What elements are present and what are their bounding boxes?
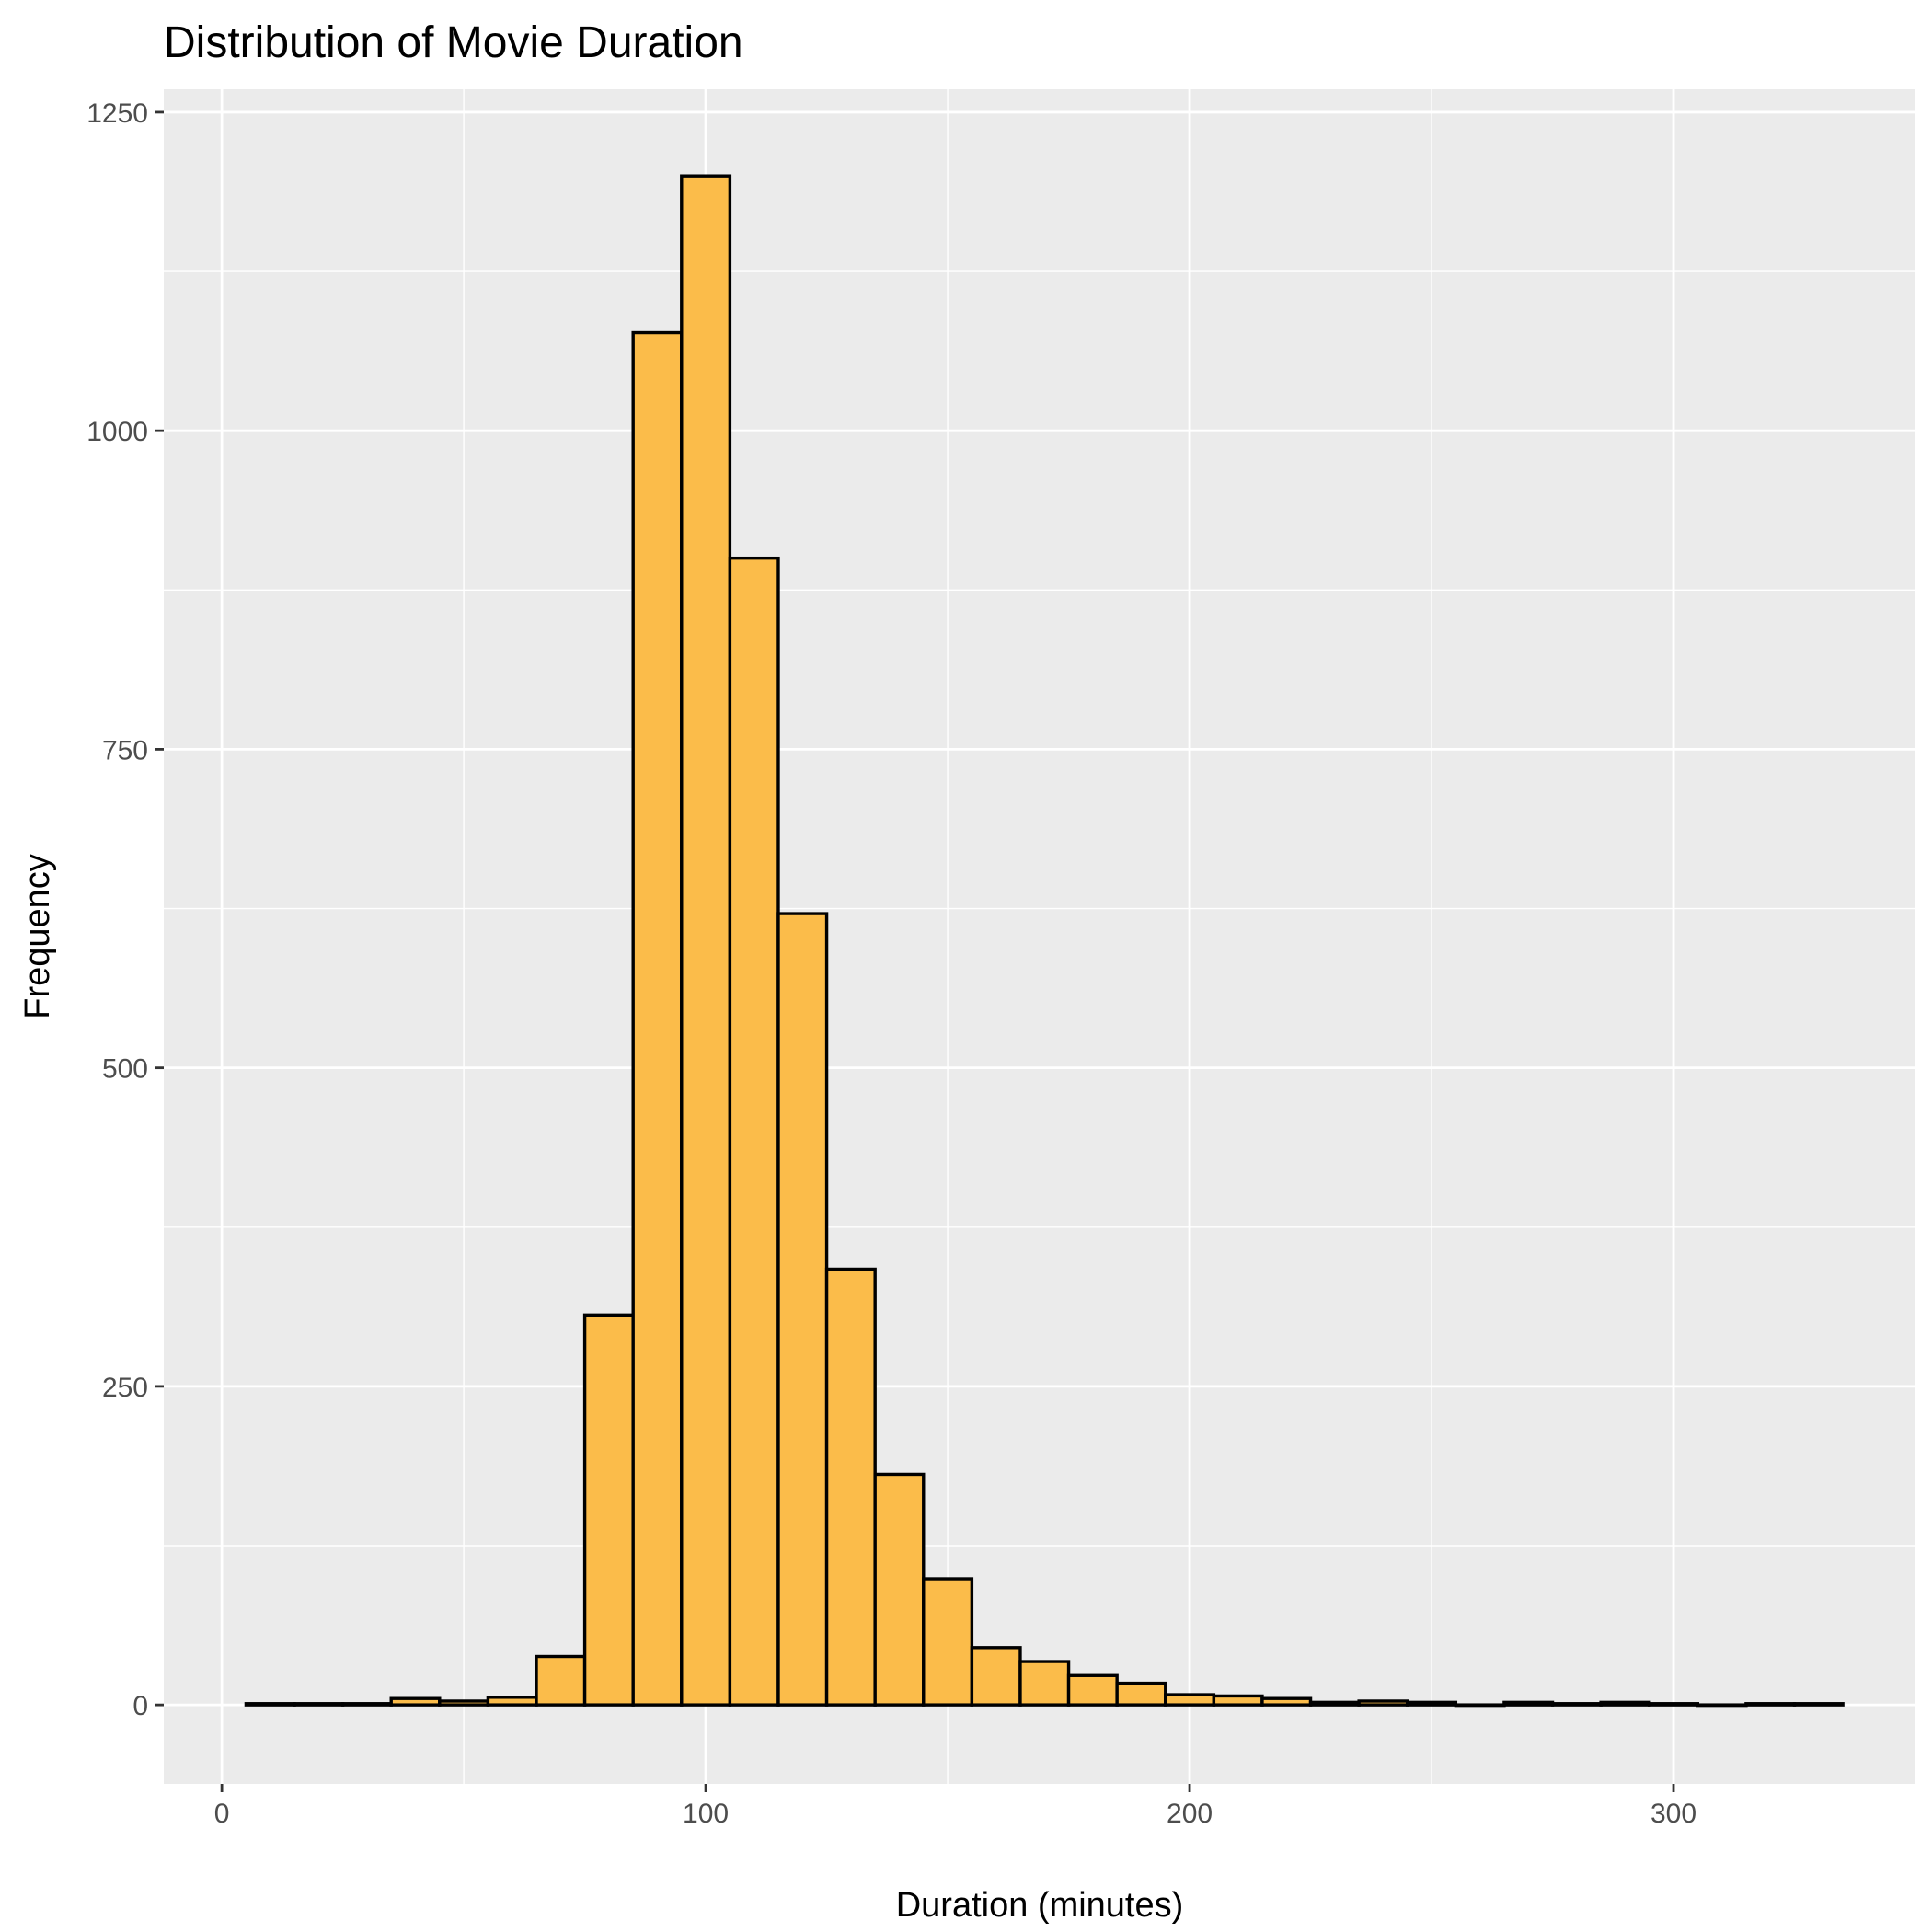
histogram-bar	[1260, 1696, 1313, 1707]
histogram-bar	[873, 1472, 926, 1707]
histogram-bar	[970, 1646, 1022, 1707]
histogram-bar	[1696, 1703, 1748, 1708]
histogram-bar	[824, 1267, 877, 1707]
y-tick-label: 500	[102, 1054, 148, 1085]
histogram-bar	[486, 1696, 538, 1707]
histogram-bar	[1357, 1699, 1409, 1707]
histogram-bar	[438, 1699, 490, 1707]
histogram-bar	[922, 1577, 974, 1707]
y-axis-title: Frequency	[18, 854, 57, 1019]
histogram-bar	[1454, 1703, 1506, 1708]
histogram-bar	[1502, 1700, 1555, 1707]
chart-title: Distribution of Movie Duration	[164, 18, 743, 67]
histogram-bar	[1115, 1681, 1167, 1707]
histogram-bar	[1164, 1693, 1216, 1707]
y-tick-label: 1250	[86, 98, 148, 129]
histogram-bar	[340, 1702, 393, 1707]
histogram-bar	[1599, 1700, 1651, 1707]
minor-gridlines	[164, 89, 1915, 1784]
histogram-bar	[293, 1702, 345, 1707]
histogram-bar	[244, 1702, 296, 1707]
histogram-bar	[1308, 1700, 1361, 1707]
x-axis-title: Duration (minutes)	[896, 1886, 1184, 1925]
histogram-bar	[1066, 1673, 1119, 1707]
y-tick-label: 0	[132, 1691, 148, 1721]
histogram-bar	[389, 1696, 442, 1707]
histogram-bar	[1018, 1660, 1071, 1707]
histogram-bar	[1648, 1702, 1700, 1707]
y-tick-label: 250	[102, 1373, 148, 1403]
x-axis: 0 100 200 300	[214, 1784, 1696, 1829]
histogram-bar	[631, 330, 684, 1707]
histogram-bar	[1406, 1700, 1458, 1707]
histogram-bar	[728, 556, 780, 1707]
x-tick-label: 100	[683, 1799, 729, 1829]
plot-panel	[164, 89, 1915, 1784]
y-tick-label: 750	[102, 735, 148, 765]
histogram-bar	[1550, 1702, 1603, 1707]
y-axis: 0 250 500 750 1000 1250	[86, 98, 164, 1721]
histogram-bar	[1212, 1694, 1264, 1707]
y-tick-label: 1000	[86, 417, 148, 447]
x-tick-label: 300	[1650, 1799, 1696, 1829]
x-tick-label: 200	[1167, 1799, 1213, 1829]
histogram-bar	[680, 174, 732, 1707]
histogram-bar	[776, 912, 829, 1707]
histogram-bar	[535, 1654, 587, 1707]
x-tick-label: 0	[214, 1799, 230, 1829]
histogram-bar	[582, 1313, 635, 1707]
histogram-bar	[1744, 1702, 1797, 1707]
histogram-bars	[244, 174, 1845, 1708]
histogram-bar	[1792, 1702, 1845, 1707]
